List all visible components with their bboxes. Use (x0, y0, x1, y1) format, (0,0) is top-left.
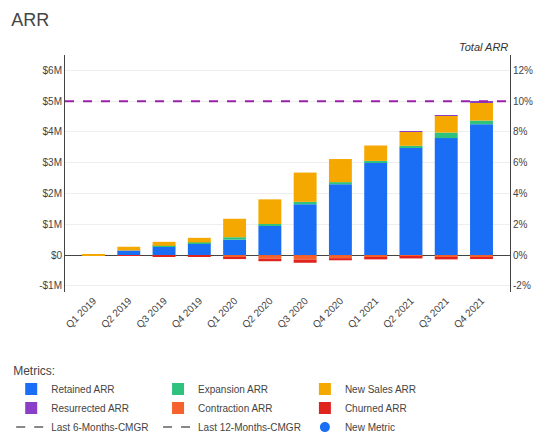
svg-text:Contraction ARR: Contraction ARR (198, 403, 272, 414)
svg-text:12%: 12% (513, 65, 533, 76)
svg-text:Q4 2021: Q4 2021 (452, 295, 487, 330)
svg-text:Q2 2021: Q2 2021 (381, 295, 416, 330)
svg-text:$2M: $2M (43, 188, 62, 199)
svg-text:Q3 2019: Q3 2019 (134, 295, 169, 330)
svg-text:Last 12-Months-CMGR: Last 12-Months-CMGR (198, 422, 301, 433)
svg-text:Q4 2019: Q4 2019 (169, 295, 204, 330)
svg-text:Q1 2019: Q1 2019 (64, 295, 99, 330)
svg-text:Q3 2020: Q3 2020 (275, 295, 310, 330)
svg-text:$1M: $1M (43, 219, 62, 230)
svg-text:Q2 2020: Q2 2020 (240, 295, 275, 330)
svg-text:Expansion ARR: Expansion ARR (198, 384, 268, 395)
svg-text:0%: 0% (513, 250, 528, 261)
svg-text:Churned ARR: Churned ARR (345, 403, 407, 414)
svg-text:Retained ARR: Retained ARR (51, 384, 114, 395)
svg-text:ARR: ARR (11, 10, 49, 30)
svg-text:New Metric: New Metric (345, 422, 395, 433)
svg-text:Q1 2020: Q1 2020 (205, 295, 240, 330)
svg-text:10%: 10% (513, 96, 533, 107)
svg-text:4%: 4% (513, 188, 528, 199)
svg-text:Q1 2021: Q1 2021 (346, 295, 381, 330)
svg-text:-$1M: -$1M (39, 280, 62, 291)
svg-text:8%: 8% (513, 126, 528, 137)
svg-text:$6M: $6M (43, 65, 62, 76)
svg-text:$3M: $3M (43, 157, 62, 168)
svg-text:Last 6-Months-CMGR: Last 6-Months-CMGR (51, 422, 148, 433)
svg-text:Q2 2019: Q2 2019 (99, 295, 134, 330)
svg-text:Metrics:: Metrics: (13, 364, 55, 378)
svg-text:$5M: $5M (43, 96, 62, 107)
svg-text:Resurrected ARR: Resurrected ARR (51, 403, 129, 414)
svg-text:New Sales ARR: New Sales ARR (345, 384, 416, 395)
svg-text:Total ARR: Total ARR (459, 41, 508, 53)
svg-text:Q4 2020: Q4 2020 (310, 295, 345, 330)
svg-text:2%: 2% (513, 219, 528, 230)
svg-text:Q3 2021: Q3 2021 (416, 295, 451, 330)
svg-text:6%: 6% (513, 157, 528, 168)
svg-text:$4M: $4M (43, 126, 62, 137)
svg-text:-2%: -2% (513, 280, 531, 291)
svg-text:$0: $0 (51, 250, 63, 261)
